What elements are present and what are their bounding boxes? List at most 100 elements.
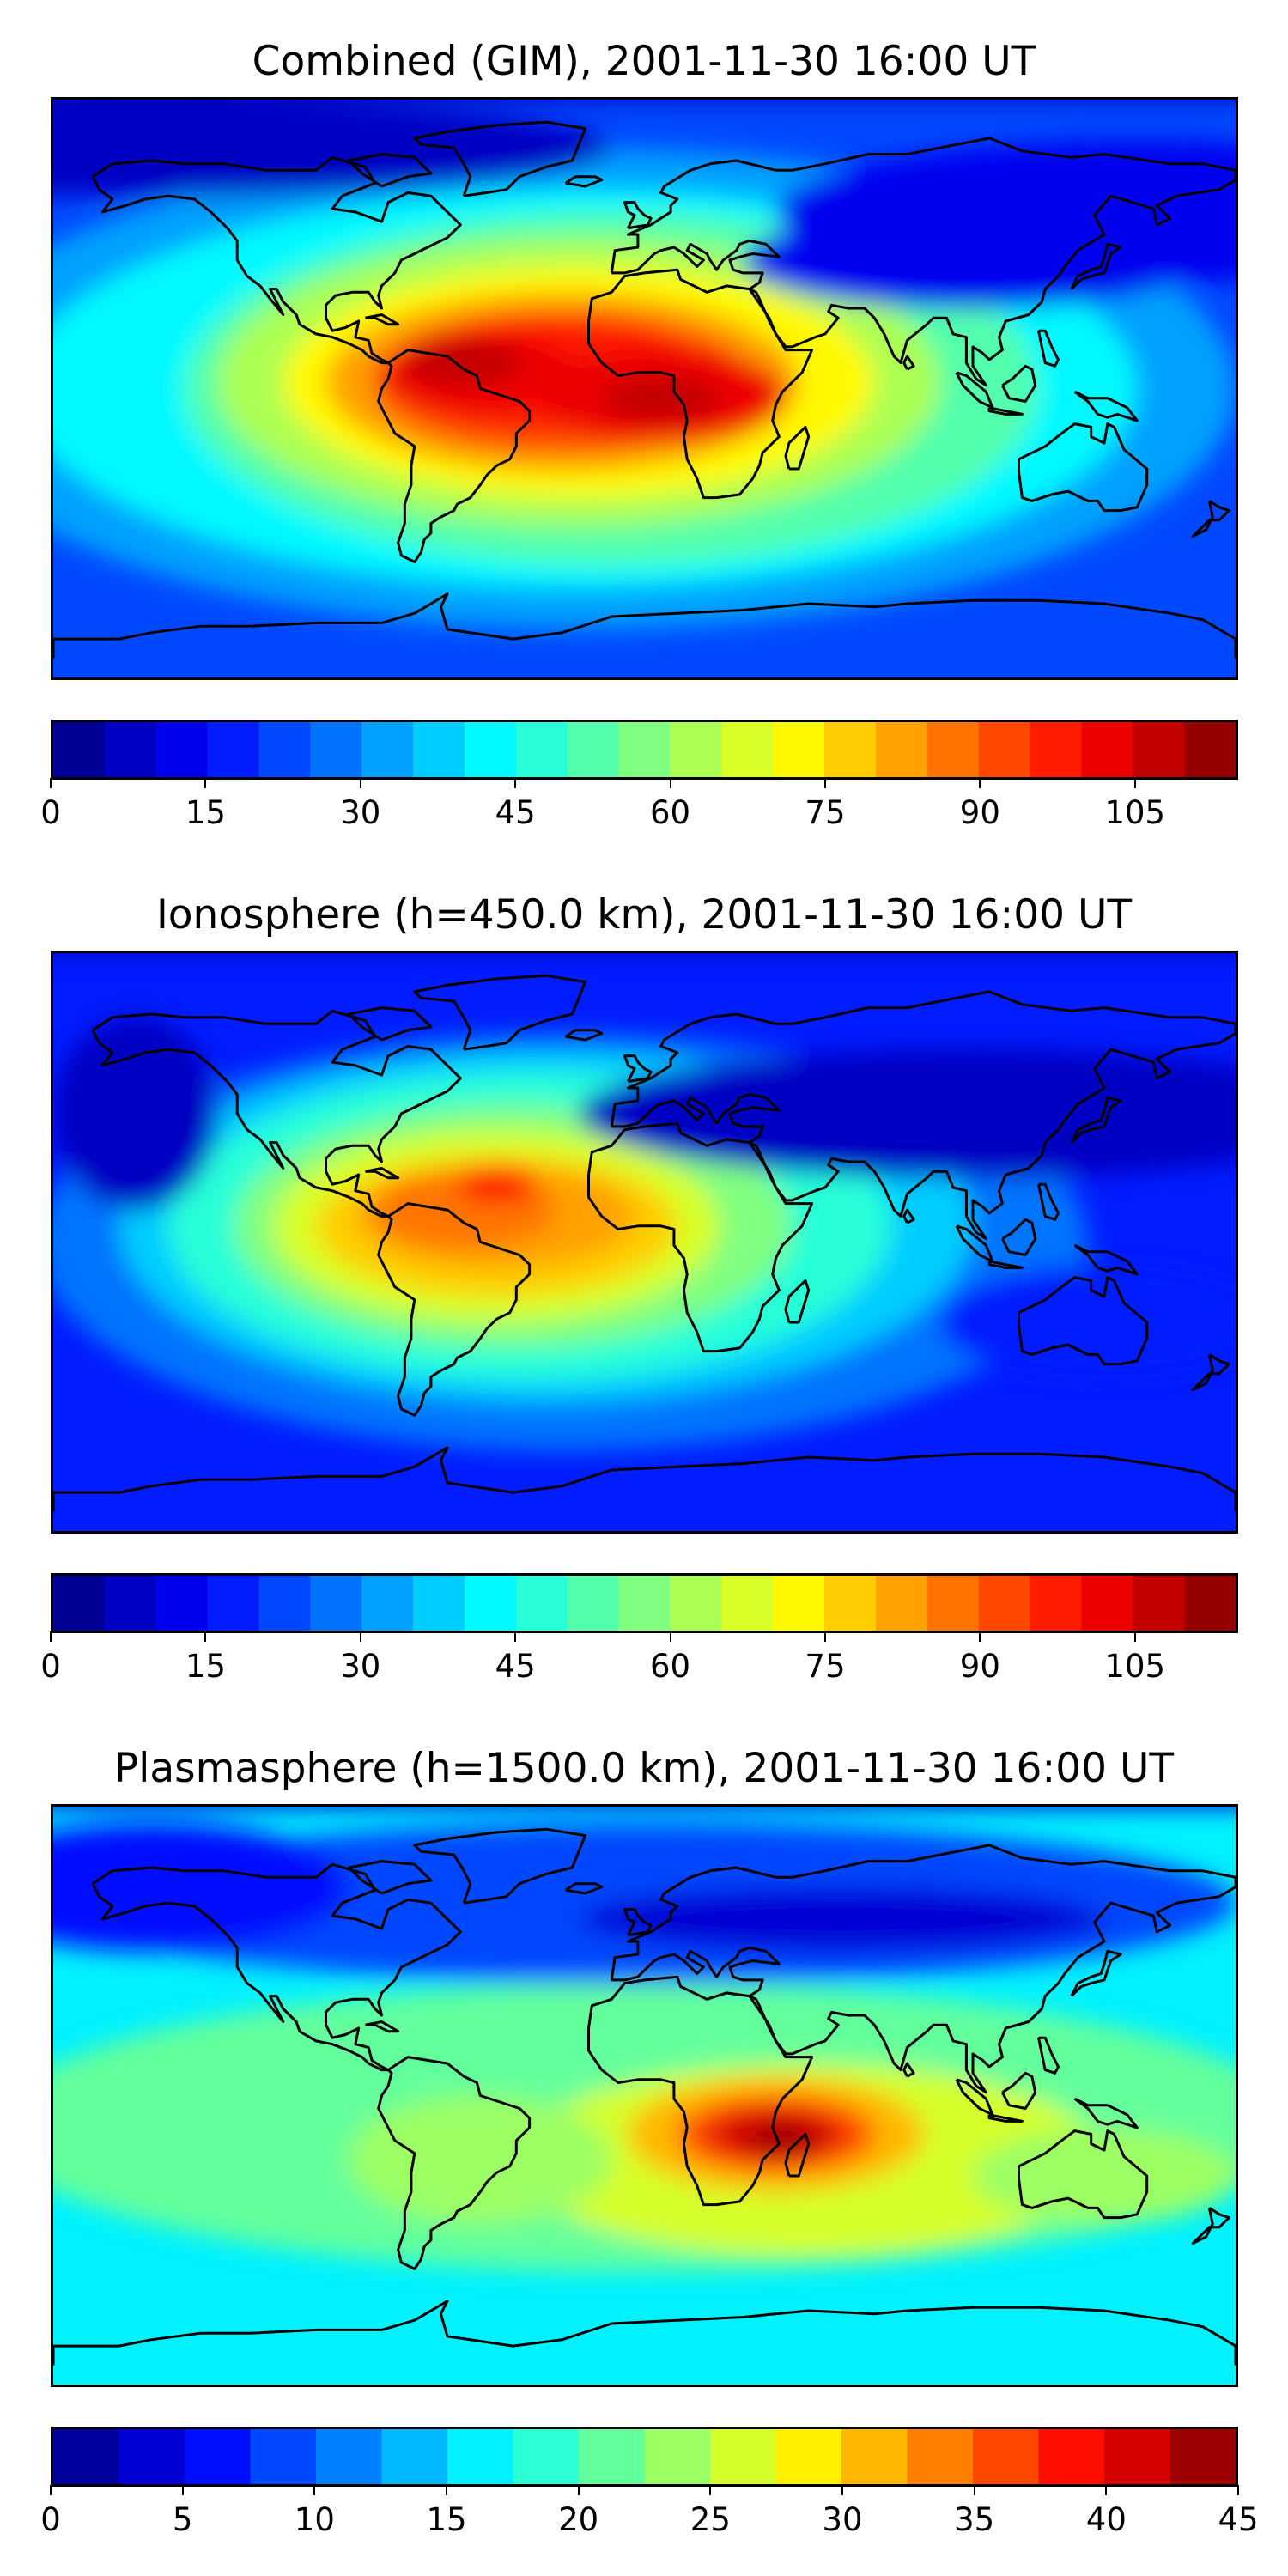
coastlines — [53, 974, 1236, 1512]
map-svg — [53, 953, 1236, 1531]
heat-contour — [53, 1017, 218, 1211]
map-plasmasphere — [51, 1804, 1238, 2387]
panel-title-plasmasphere: Plasmasphere (h=1500.0 km), 2001-11-30 1… — [113, 1745, 1175, 1792]
colorbar-tick — [979, 1631, 981, 1642]
colorbar-segment — [515, 1576, 568, 1631]
colorbar-segment — [53, 1576, 106, 1631]
colorbar-segment — [310, 1576, 362, 1631]
colorbar-tick — [50, 2485, 52, 2495]
colorbar-segment — [361, 1576, 414, 1631]
colorbar-tick-label: 5 — [172, 2501, 193, 2538]
coastline-antarctica — [53, 2300, 1236, 2366]
heat-contour — [53, 100, 612, 197]
colorbar-segment — [775, 2429, 842, 2484]
coastline-madagascar — [784, 1279, 811, 1324]
colorbar-tick-label: 10 — [294, 2501, 335, 2538]
colorbar-segment — [53, 722, 106, 777]
colorbar-segment — [515, 722, 568, 777]
colorbar-ticks-ionosphere: 0 15 30 45 60 75 90 105 — [40, 1631, 1238, 1685]
colorbar-segment — [1104, 2429, 1171, 2484]
colorbar-segment — [381, 2429, 448, 2484]
colorbar-segment — [773, 722, 825, 777]
colorbar-tick-label: 15 — [185, 1648, 226, 1685]
coastline-iceland — [564, 175, 604, 188]
colorbar-tick-label: 15 — [426, 2501, 467, 2538]
colorbar-segment — [567, 722, 620, 777]
coastline-north-america — [91, 1862, 462, 2072]
coastline-greenland — [413, 120, 587, 197]
colorbar-segment — [258, 722, 311, 777]
colorbar-tick-label: 0 — [40, 794, 61, 831]
colorbar-tick — [1133, 778, 1136, 788]
colorbar-segment — [155, 722, 209, 777]
colorbar-segment — [824, 722, 877, 777]
coastline-greenland — [413, 974, 587, 1051]
colorbar-tick — [514, 1631, 517, 1642]
coastline-borneo — [1001, 364, 1037, 403]
coastline-britain — [623, 1054, 653, 1084]
coastline-australia — [1018, 2129, 1149, 2220]
coastline-java — [987, 2113, 1024, 2123]
colorbar-tick-label: 45 — [495, 794, 536, 831]
coastline-japan — [1070, 242, 1122, 290]
coastline-philippines — [1037, 329, 1060, 368]
colorbar-segment — [104, 722, 157, 777]
colorbar-segment — [316, 2429, 383, 2484]
coastline-south-america — [377, 349, 532, 563]
coastline-madagascar — [784, 2132, 811, 2178]
colorbar-segment — [927, 722, 980, 777]
colorbar-tick-label: 45 — [1218, 2501, 1259, 2538]
colorbar-tick-label: 20 — [558, 2501, 599, 2538]
colorbar-segment — [1170, 2429, 1236, 2484]
colorbar-tick-label: 45 — [495, 1648, 536, 1685]
colorbar-combined — [51, 720, 1238, 780]
colorbar-segment — [155, 1576, 209, 1631]
colorbar-tick-label: 105 — [1104, 794, 1166, 831]
colorbar-segment — [567, 1576, 620, 1631]
colorbar-tick — [841, 2485, 843, 2495]
coastline-new-guinea — [1073, 390, 1139, 422]
colorbar-svg — [53, 1576, 1236, 1631]
colorbar-tick-label: 60 — [650, 1648, 691, 1685]
heat-contour — [53, 1822, 349, 1952]
map-svg — [53, 1807, 1236, 2385]
colorbar-segment — [670, 722, 722, 777]
colorbar-segment — [875, 1576, 928, 1631]
colorbar-tick-label: 30 — [340, 1648, 381, 1685]
colorbar-segment — [907, 2429, 974, 2484]
colorbar-segment — [258, 1576, 311, 1631]
colorbar-tick — [577, 2485, 580, 2495]
colorbar-ticks-plasmasphere: 0 5 10 15 20 25 30 35 40 45 — [40, 2485, 1259, 2538]
colorbar-segment — [927, 1576, 980, 1631]
colorbar-segment — [644, 2429, 711, 2484]
coastline-australia — [1018, 1276, 1149, 1366]
colorbar-segment — [973, 2429, 1040, 2484]
colorbar-tick — [514, 778, 517, 788]
colorbar-tick — [823, 1631, 826, 1642]
colorbar-tick-label: 35 — [954, 2501, 995, 2538]
coastline-north-america — [91, 1009, 462, 1218]
colorbar-segment — [464, 722, 517, 777]
colorbar-segment — [1038, 2429, 1105, 2484]
colorbar-tick — [204, 778, 207, 788]
coastline-sri-lanka — [902, 355, 915, 371]
heat-field — [53, 1822, 1236, 2273]
map-combined — [51, 97, 1238, 680]
coastlines — [53, 1827, 1236, 2366]
coastline-greenland — [413, 1827, 587, 1905]
coastline-new-guinea — [1073, 1243, 1139, 1276]
colorbar-segment — [710, 2429, 777, 2484]
colorbar-tick-label: 90 — [959, 794, 1000, 831]
colorbar-tick — [1105, 2485, 1108, 2495]
colorbar-segment — [447, 2429, 514, 2484]
colorbar-tick-label: 30 — [340, 794, 381, 831]
colorbar-tick — [823, 778, 826, 788]
colorbar-segment — [250, 2429, 317, 2484]
coastline-japan — [1070, 1949, 1122, 1997]
colorbar-segment — [978, 1576, 1031, 1631]
coastline-madagascar — [784, 425, 811, 471]
coastline-baffin — [347, 1860, 433, 1895]
coastline-africa — [587, 1121, 814, 1353]
coastline-eurasia — [610, 137, 1236, 387]
